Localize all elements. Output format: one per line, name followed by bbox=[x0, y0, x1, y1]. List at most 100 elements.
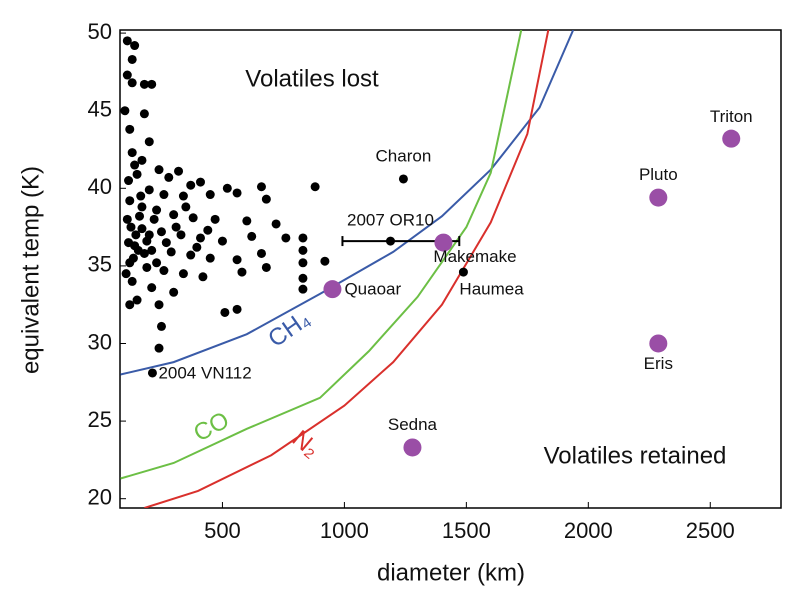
tno-point bbox=[147, 79, 157, 89]
object-label: Pluto bbox=[639, 165, 678, 184]
tno-point bbox=[256, 182, 266, 192]
tno-point bbox=[154, 343, 164, 353]
y-tick-label: 45 bbox=[88, 97, 112, 122]
tno-point bbox=[320, 256, 330, 266]
curve bbox=[144, 30, 550, 508]
tno-point bbox=[121, 269, 131, 279]
y-tick-label: 35 bbox=[88, 252, 112, 277]
tno-point bbox=[171, 222, 181, 232]
tno-point bbox=[156, 227, 166, 237]
tno-point bbox=[298, 233, 308, 243]
tno-point bbox=[178, 269, 188, 279]
y-tick-label: 50 bbox=[88, 19, 112, 44]
tno-point bbox=[122, 70, 132, 80]
tno-point bbox=[139, 248, 149, 258]
tno-point bbox=[256, 248, 266, 258]
tno-point bbox=[139, 109, 149, 119]
object-label: Triton bbox=[710, 107, 753, 126]
tno-point bbox=[122, 214, 132, 224]
tno-point bbox=[127, 276, 137, 286]
tno-point bbox=[247, 231, 257, 241]
tno-point bbox=[124, 176, 134, 186]
tno-point bbox=[186, 250, 196, 260]
x-tick-label: 2000 bbox=[564, 518, 613, 543]
curve-label: CO bbox=[189, 407, 233, 448]
tno-point bbox=[169, 287, 179, 297]
tno-point bbox=[124, 238, 134, 248]
tno-point bbox=[154, 165, 164, 175]
tno-point bbox=[166, 247, 176, 257]
tno-point bbox=[222, 183, 232, 193]
tno-point bbox=[149, 214, 159, 224]
tno-point bbox=[132, 295, 142, 305]
tno-point bbox=[125, 300, 135, 310]
tno-point bbox=[131, 230, 141, 240]
y-tick-label: 40 bbox=[88, 174, 112, 199]
tno-point bbox=[125, 124, 135, 134]
tno-point bbox=[232, 188, 242, 198]
tno-point bbox=[156, 321, 166, 331]
tno-point bbox=[142, 262, 152, 272]
tno-point bbox=[130, 41, 140, 51]
tno-point bbox=[188, 213, 198, 223]
tno-point bbox=[126, 222, 136, 232]
tno-point bbox=[142, 236, 152, 246]
dwarf-planet bbox=[722, 129, 741, 148]
object-label: Quaoar bbox=[344, 280, 401, 299]
tno-point bbox=[136, 191, 146, 201]
tno-point bbox=[154, 300, 164, 310]
tno-point bbox=[135, 211, 145, 221]
tno-point bbox=[232, 304, 242, 314]
tno-point bbox=[195, 177, 205, 187]
tno-point bbox=[205, 253, 215, 263]
tno-point bbox=[139, 79, 149, 89]
tno-point bbox=[127, 54, 137, 64]
object-label: 2007 OR10 bbox=[347, 211, 434, 230]
tno-point bbox=[203, 225, 213, 235]
object-label: 2004 VN112 bbox=[158, 363, 251, 382]
tno-point bbox=[298, 284, 308, 294]
tno-point bbox=[161, 238, 171, 248]
tno-point bbox=[152, 258, 162, 268]
tno-point bbox=[232, 255, 242, 265]
annotation: Volatiles retained bbox=[544, 442, 727, 469]
tno-point bbox=[298, 245, 308, 255]
named-object bbox=[385, 236, 395, 246]
tno-point bbox=[178, 191, 188, 201]
tno-point bbox=[137, 155, 147, 165]
tno-point bbox=[310, 182, 320, 192]
x-axis-label: diameter (km) bbox=[377, 559, 525, 586]
dwarf-planet bbox=[649, 188, 668, 207]
curve bbox=[120, 30, 523, 480]
tno-point bbox=[195, 233, 205, 243]
named-object bbox=[398, 174, 408, 184]
curve bbox=[120, 30, 575, 376]
tno-point bbox=[147, 283, 157, 293]
tno-point bbox=[271, 219, 281, 229]
named-object bbox=[458, 267, 468, 277]
tno-point bbox=[298, 273, 308, 283]
tno-point bbox=[127, 78, 137, 88]
object-label: Sedna bbox=[388, 415, 438, 434]
tno-point bbox=[261, 194, 271, 204]
dwarf-planet bbox=[323, 280, 342, 299]
tno-point bbox=[164, 172, 174, 182]
tno-point bbox=[181, 202, 191, 212]
tno-point bbox=[217, 236, 227, 246]
x-tick-label: 500 bbox=[204, 518, 241, 543]
tno-point bbox=[137, 224, 147, 234]
dwarf-planet bbox=[434, 233, 453, 252]
plot-frame bbox=[119, 29, 782, 509]
object-label: Eris bbox=[644, 354, 673, 373]
tno-point bbox=[192, 242, 202, 252]
annotation: Volatiles lost bbox=[245, 65, 379, 92]
tno-point bbox=[298, 258, 308, 268]
tno-point bbox=[127, 148, 137, 158]
y-axis-label: equivalent temp (K) bbox=[17, 166, 44, 374]
x-tick-label: 2500 bbox=[686, 518, 735, 543]
tno-point bbox=[242, 216, 252, 226]
tno-point bbox=[132, 169, 142, 179]
dwarf-planet bbox=[649, 334, 668, 353]
tno-point bbox=[186, 180, 196, 190]
